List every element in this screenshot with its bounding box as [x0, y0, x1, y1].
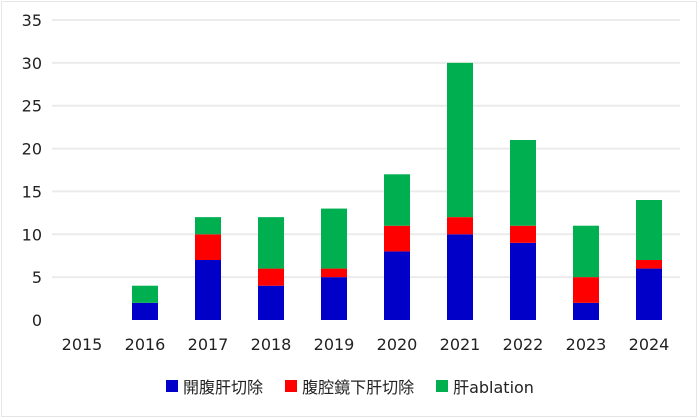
stacked-bar-chart: 0 5 10 15 20 25 30 35 2015 2016 2017 2018 2019 2020 20…	[22, 11, 680, 354]
bar-segment-2	[258, 268, 284, 286]
x-tick-label: 2018	[251, 335, 292, 354]
legend-swatch	[285, 380, 298, 392]
bar-segment-3	[132, 285, 158, 303]
legend-item: 開腹肝切除	[166, 374, 263, 398]
x-tick-label: 2022	[503, 335, 544, 354]
x-tick-label: 2019	[314, 335, 355, 354]
bar-segment-3	[636, 200, 662, 260]
y-tick-label: 0	[32, 311, 42, 330]
bar-segment-2	[321, 268, 347, 278]
y-tick-label: 10	[22, 225, 42, 244]
bar-segment-3	[447, 62, 473, 218]
bar-segment-3	[258, 217, 284, 269]
x-tick-label: 2021	[440, 335, 481, 354]
bar-segment-1	[510, 242, 536, 320]
y-tick-label: 20	[22, 140, 42, 159]
bar-segment-3	[195, 217, 221, 235]
bar-segment-1	[384, 251, 410, 320]
bar-segment-3	[384, 174, 410, 226]
bar-segment-3	[321, 208, 347, 269]
y-tick-label: 30	[22, 54, 42, 73]
legend: 開腹肝切除 腹腔鏡下肝切除 肝ablation	[0, 374, 700, 398]
legend-label: 肝ablation	[453, 378, 534, 397]
y-tick-label: 25	[22, 97, 42, 116]
bar-segment-1	[321, 277, 347, 320]
bar-segment-3	[510, 140, 536, 226]
legend-label: 開腹肝切除	[183, 378, 264, 397]
legend-swatch	[436, 380, 449, 392]
bar-segment-1	[258, 285, 284, 320]
y-tick-label: 5	[32, 268, 42, 287]
x-tick-label: 2020	[377, 335, 418, 354]
y-tick-label: 15	[22, 182, 42, 201]
x-tick-label: 2024	[629, 335, 670, 354]
x-tick-label: 2023	[566, 335, 607, 354]
x-tick-label: 2017	[188, 335, 229, 354]
bar-segment-1	[132, 302, 158, 320]
y-tick-label: 35	[22, 11, 42, 30]
legend-item: 肝ablation	[436, 374, 534, 398]
x-tick-label: 2016	[125, 335, 166, 354]
legend-swatch	[166, 380, 179, 392]
bar-segment-1	[573, 302, 599, 320]
x-tick-label: 2015	[62, 335, 103, 354]
legend-item: 腹腔鏡下肝切除	[285, 374, 414, 398]
bar-segment-2	[447, 217, 473, 235]
bar-segment-2	[636, 260, 662, 269]
bar-segment-2	[384, 225, 410, 252]
bar-segment-1	[636, 268, 662, 320]
legend-label: 腹腔鏡下肝切除	[302, 378, 415, 397]
bar-segment-2	[195, 234, 221, 260]
bar-segment-2	[573, 277, 599, 303]
bar-segment-3	[573, 225, 599, 278]
bar-segment-1	[195, 260, 221, 320]
bar-segment-2	[510, 225, 536, 243]
bar-segment-1	[447, 234, 473, 320]
